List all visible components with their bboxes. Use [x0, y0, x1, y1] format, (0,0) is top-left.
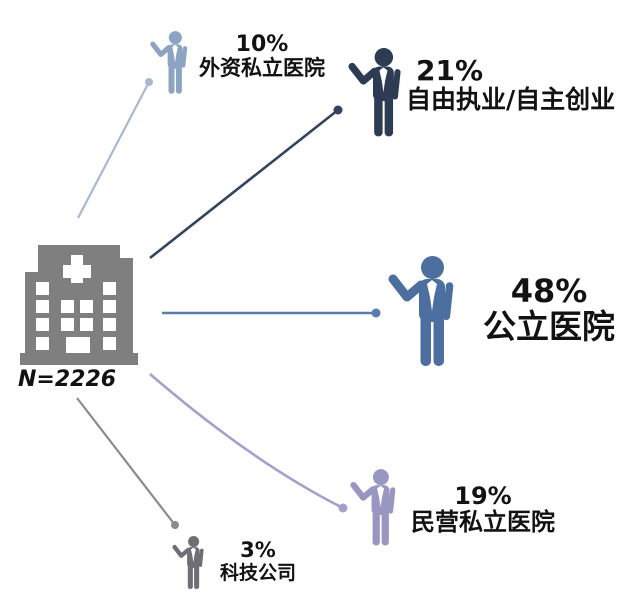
- percent-value: 48%: [510, 272, 588, 310]
- percent-value: 10%: [235, 32, 289, 57]
- sample-size-label: N=2226: [18, 367, 117, 392]
- connector-line-foreign-private: [77, 78, 153, 219]
- connector-dot: [371, 308, 381, 318]
- percent-value: 19%: [454, 482, 512, 510]
- group-label-public-hospital: 48% 公立医院: [466, 274, 632, 346]
- person-icon-foreign-private: [150, 31, 188, 94]
- group-label-foreign-private: 10% 外资私立医院: [187, 32, 337, 80]
- category-label: 民营私立医院: [411, 508, 555, 536]
- category-label: 外资私立医院: [199, 56, 325, 80]
- person-icon-public-hospital: [388, 256, 454, 366]
- group-label-tech-company: 3% 科技公司: [200, 538, 316, 585]
- connector-line-private-hospital: [149, 373, 348, 513]
- person-icon-private-hospital: [350, 469, 396, 546]
- person-icon-freelance: [348, 48, 401, 137]
- category-label: 科技公司: [219, 562, 296, 584]
- person-icon-tech-company: [172, 536, 204, 590]
- connector-line-public-hospital: [162, 308, 381, 318]
- percent-value: 3%: [240, 538, 276, 562]
- category-label: 公立医院: [483, 307, 615, 346]
- category-label: 自由执业/自主创业: [406, 85, 616, 114]
- connector-dot: [333, 105, 343, 115]
- connector-dot: [171, 521, 179, 529]
- connector-line-freelance: [149, 105, 343, 260]
- group-label-private-hospital: 19% 民营私立医院: [401, 483, 565, 535]
- percent-value: 21%: [416, 54, 484, 87]
- connector-dot: [338, 503, 348, 513]
- connector-line-tech-company: [76, 397, 179, 529]
- hospital-icon: [20, 245, 138, 365]
- group-label-freelance: 21% 自由执业/自主创业: [406, 56, 632, 114]
